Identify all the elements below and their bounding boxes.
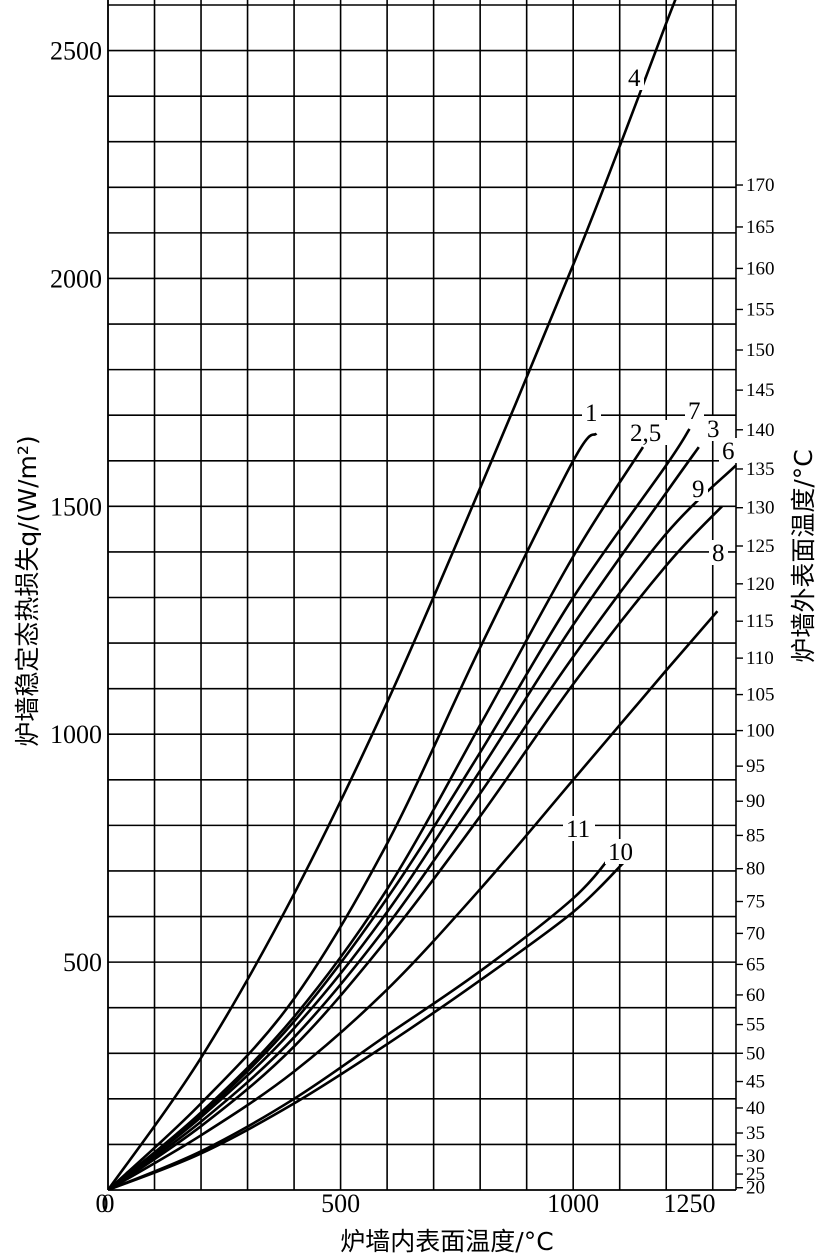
right-tick-label: 30 — [746, 1146, 765, 1167]
right-tick-label: 105 — [746, 685, 775, 706]
curve-label-1: 1 — [585, 400, 598, 427]
right-tick-label: 160 — [746, 258, 775, 279]
curve-1 — [108, 432, 598, 1190]
curve-label-7: 7 — [688, 398, 701, 425]
right-tick-label: 115 — [746, 611, 774, 632]
right-tick-label: 70 — [746, 923, 765, 944]
right-tick-label: 80 — [746, 859, 765, 880]
x-tick-label: 1250 — [663, 1189, 715, 1218]
right-tick-label: 100 — [746, 721, 775, 742]
curve-2-5 — [108, 446, 645, 1190]
right-tick-label: 170 — [746, 175, 775, 196]
curve-10 — [108, 860, 626, 1190]
right-tick-label: 50 — [746, 1043, 765, 1064]
right-tick-label: 95 — [746, 756, 765, 777]
right-tick-label: 155 — [746, 299, 775, 320]
right-tick-label: 165 — [746, 217, 775, 238]
curve-label-3: 3 — [707, 416, 720, 443]
curve-label-bg — [627, 420, 672, 445]
right-tick-label: 85 — [746, 825, 765, 846]
right-tick-label: 90 — [746, 791, 765, 812]
curve-label-bg — [689, 476, 708, 501]
right-tick-label: 25 — [746, 1164, 765, 1185]
curve-label-bg — [704, 416, 723, 441]
right-tick-label: 110 — [746, 648, 774, 669]
curve-label-bg — [605, 839, 637, 864]
y-tick-label: 2500 — [50, 37, 102, 66]
x-tick-label: 500 — [321, 1189, 360, 1218]
curve-label-bg — [563, 816, 595, 841]
right-axis-title: 炉墙外表面温度/°C — [789, 449, 818, 662]
right-tick-label: 55 — [746, 1015, 765, 1036]
y-tick-label: 1500 — [50, 492, 102, 521]
x-tick-label: 0 — [102, 1189, 115, 1218]
right-tick-label: 60 — [746, 985, 765, 1006]
right-tick-label: 135 — [746, 459, 775, 480]
right-tick-label: 35 — [746, 1123, 765, 1144]
right-tick-label: 145 — [746, 380, 775, 401]
curve-label-bg — [719, 438, 738, 463]
right-tick-label: 45 — [746, 1072, 765, 1093]
x-tick-label: 1000 — [547, 1189, 599, 1218]
curve-9 — [108, 505, 723, 1190]
right-tick-label: 20 — [746, 1178, 765, 1199]
right-tick-label: 150 — [746, 340, 775, 361]
y-tick-label: 500 — [63, 948, 102, 977]
curve-label-9: 9 — [692, 476, 705, 503]
curve-11 — [108, 849, 617, 1190]
right-tick-label: 40 — [746, 1098, 765, 1119]
y-axis-title: 炉墙稳定态热损失q/(W/m²) — [13, 435, 42, 746]
right-tick-label: 140 — [746, 420, 775, 441]
y-tick-label: 2000 — [50, 264, 102, 293]
curve-label-10: 10 — [608, 839, 633, 866]
curve-label-8: 8 — [712, 540, 725, 567]
curve-4 — [108, 0, 677, 1190]
right-tick-label: 130 — [746, 498, 775, 519]
curve-label-bg — [625, 65, 644, 90]
y-tick-label: 1000 — [50, 720, 102, 749]
curve-6 — [108, 464, 737, 1190]
curve-label-4: 4 — [628, 65, 641, 92]
curves — [108, 0, 737, 1190]
curve-label-bg — [709, 540, 728, 565]
right-tick-label: 125 — [746, 536, 775, 557]
origin-tick-label: 0 — [96, 1189, 109, 1218]
curve-label-2-5: 2,5 — [630, 420, 661, 447]
x-axis-title: 炉墙内表面温度/°C — [340, 1227, 553, 1256]
curve-label-bg — [685, 398, 704, 423]
curve-3 — [108, 446, 700, 1190]
curve-7 — [108, 428, 691, 1190]
ticks: 0 500 1000 12500500100015002000250020253035… — [50, 37, 775, 1218]
curve-label-6: 6 — [722, 438, 735, 465]
right-tick-label: 75 — [746, 891, 765, 912]
curve-8 — [108, 610, 719, 1190]
right-tick-label: 65 — [746, 954, 765, 975]
right-tick-label: 120 — [746, 574, 775, 595]
grid — [107, 0, 737, 1191]
curve-label-bg — [582, 400, 601, 425]
curve-label-11: 11 — [566, 816, 590, 843]
